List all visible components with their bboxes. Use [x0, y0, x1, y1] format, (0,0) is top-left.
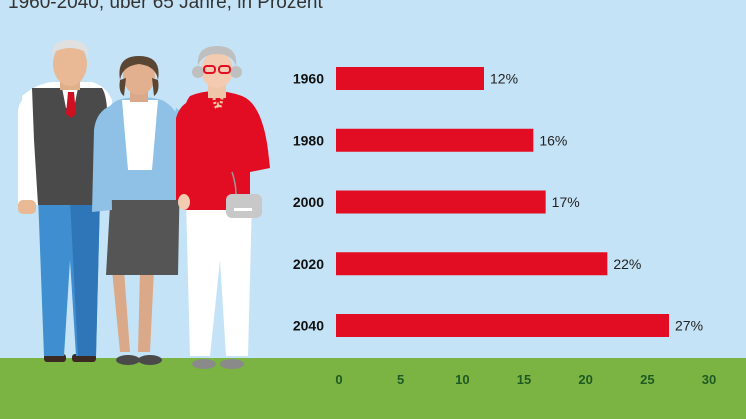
x-tick-25: 25 — [640, 372, 654, 387]
senior-woman-red-figure — [176, 46, 270, 369]
x-tick-30: 30 — [702, 372, 716, 387]
category-label-1980: 1980 — [293, 132, 324, 148]
grass-ground — [0, 358, 746, 419]
x-tick-20: 20 — [578, 372, 592, 387]
value-label-1980: 16% — [539, 132, 567, 148]
bars-group: 1960 12% 1980 16% 2000 17% 2020 22% 2040 27% — [293, 67, 703, 337]
bar-1960 — [336, 67, 484, 90]
category-label-1960: 1960 — [293, 71, 324, 87]
senior-people-illustration — [18, 40, 270, 369]
bar-2040 — [336, 314, 669, 337]
bar-1980 — [336, 128, 534, 152]
value-label-1960: 12% — [490, 71, 518, 87]
x-tick-15: 15 — [517, 372, 531, 387]
value-label-2040: 27% — [675, 318, 703, 334]
category-label-2040: 2040 — [293, 318, 324, 334]
senior-man-figure — [18, 40, 112, 362]
bar-2000 — [336, 190, 546, 214]
category-label-2020: 2020 — [293, 256, 324, 272]
x-tick-10: 10 — [455, 372, 469, 387]
chart-subtitle: 1960-2040, über 65 Jahre, in Prozent — [8, 0, 323, 13]
x-axis-ticks: 0 5 10 15 20 25 30 — [335, 372, 716, 387]
x-tick-5: 5 — [397, 372, 404, 387]
bar-2020 — [336, 252, 608, 276]
value-label-2020: 22% — [613, 256, 641, 272]
x-tick-0: 0 — [335, 372, 342, 387]
value-label-2000: 17% — [552, 194, 580, 210]
category-label-2000: 2000 — [293, 194, 324, 210]
